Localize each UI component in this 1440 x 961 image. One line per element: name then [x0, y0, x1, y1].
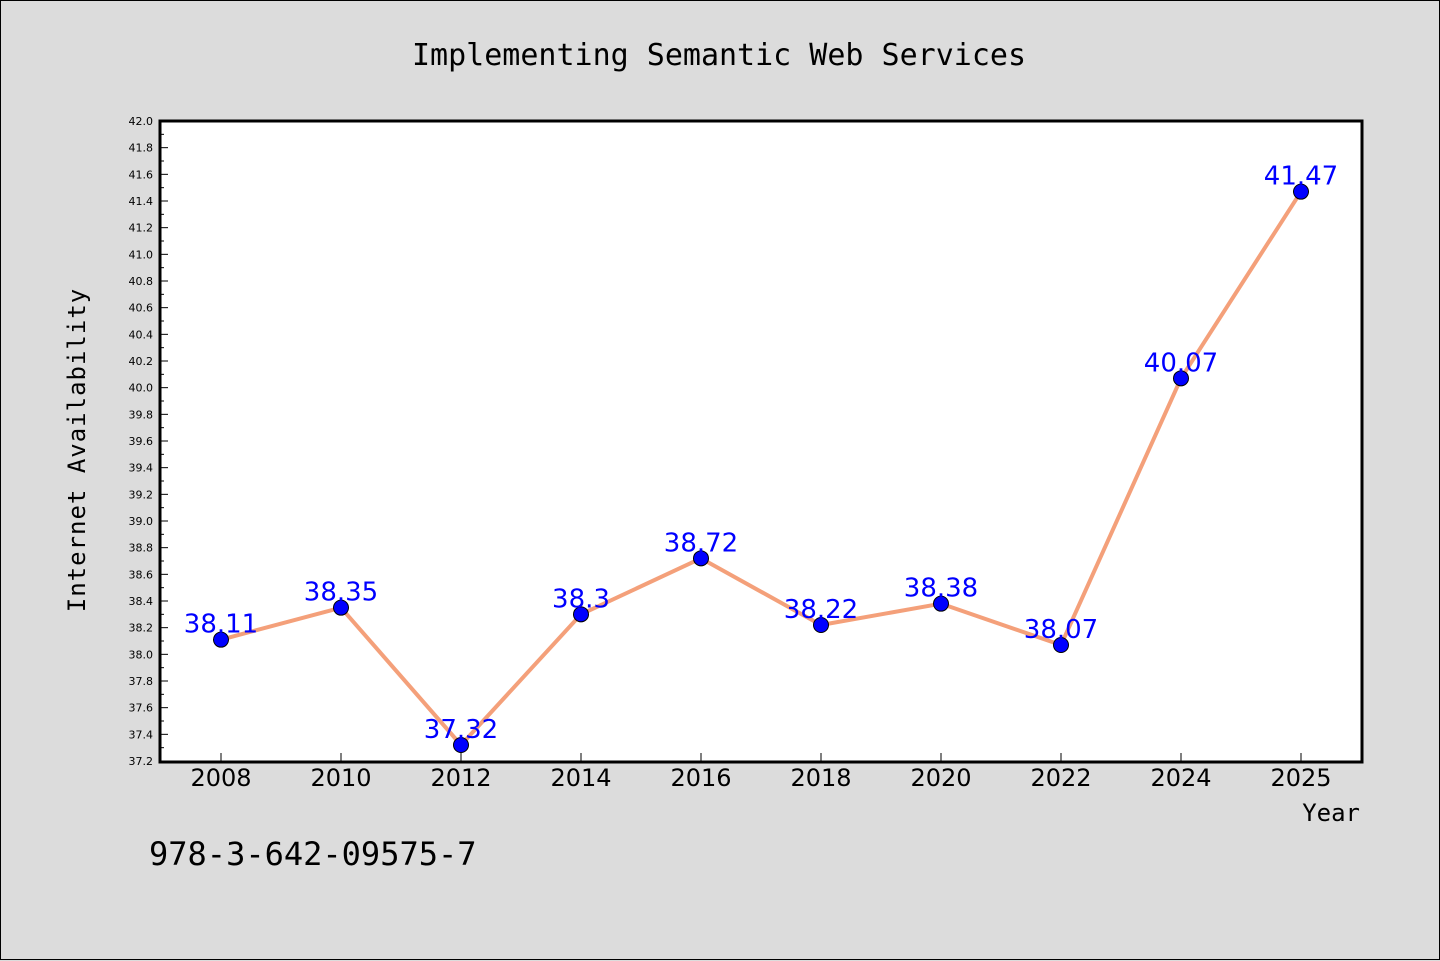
- data-label: 41.47: [1264, 162, 1338, 192]
- y-tick-label: 38.4: [129, 595, 154, 608]
- y-tick-label: 39.2: [129, 488, 154, 501]
- y-tick-label: 40.8: [129, 275, 154, 288]
- y-axis-label: Internet Availability: [63, 288, 91, 612]
- y-tick-label: 41.4: [129, 195, 154, 208]
- y-tick-label: 39.6: [129, 435, 154, 448]
- y-tick-label: 38.2: [129, 622, 154, 635]
- x-tick-label: 2014: [550, 764, 611, 792]
- y-tick-label: 37.6: [129, 702, 154, 715]
- data-label: 38.07: [1024, 615, 1098, 645]
- data-label: 38.3: [552, 584, 610, 614]
- chart-title: Implementing Semantic Web Services: [412, 38, 1026, 73]
- y-tick-label: 40.2: [129, 355, 154, 368]
- data-point: [693, 550, 709, 567]
- x-tick-label: 2018: [790, 764, 851, 792]
- plot-area: [158, 119, 1364, 764]
- data-labels: 38.11 38.35 37.32 38.3 38.72 38.22 38.38 38.07 4…: [184, 162, 1338, 745]
- data-label: 38.72: [664, 528, 738, 558]
- data-point: [813, 617, 829, 633]
- y-tick-label: 39.8: [129, 408, 154, 421]
- data-point: [1293, 183, 1309, 200]
- y-tick-label: 41.8: [129, 142, 154, 155]
- y-tick-label: 38.6: [129, 568, 154, 581]
- y-tick-label: 42.0: [129, 115, 154, 128]
- y-tick-label: 40.6: [129, 302, 154, 315]
- y-tick-label: 37.4: [129, 728, 154, 741]
- data-label: 38.11: [184, 610, 258, 640]
- data-label: 38.35: [304, 578, 378, 608]
- data-label: 38.38: [904, 574, 978, 604]
- data-point: [1053, 637, 1069, 653]
- x-tick-label: 2022: [1030, 764, 1091, 792]
- y-tick-label: 41.6: [129, 168, 154, 181]
- x-axis-label: Year: [1302, 799, 1360, 827]
- y-tick-label: 37.2: [129, 755, 154, 768]
- x-tick-label: 2008: [190, 764, 251, 792]
- y-tick-label: 40.0: [129, 382, 154, 395]
- series-line: [220, 190, 1303, 747]
- isbn-text: 978-3-642-09575-7: [149, 835, 477, 873]
- data-point: [933, 595, 949, 612]
- x-tick-label: 2010: [310, 764, 371, 792]
- x-axis: 2008 2010 2012 2014 2016 2018 2020 2022 2024 2025: [190, 753, 1332, 792]
- data-point: [333, 599, 349, 616]
- y-tick-label: 39.4: [129, 462, 154, 475]
- y-tick-label: 41.0: [129, 248, 154, 261]
- data-label: 37.32: [424, 715, 498, 745]
- y-tick-label: 39.0: [129, 515, 154, 528]
- data-label: 40.07: [1144, 348, 1218, 378]
- y-tick-label: 40.4: [129, 328, 154, 341]
- x-tick-label: 2016: [670, 764, 731, 792]
- x-tick-label: 2025: [1270, 764, 1331, 792]
- y-tick-label: 37.8: [129, 675, 154, 688]
- y-tick-label: 38.8: [129, 542, 154, 555]
- y-tick-label: 38.0: [129, 648, 154, 661]
- y-axis: 37.2 37.4 37.6 37.8 38.0 38.2 38.4 38.6 38.8 39.0…: [129, 115, 168, 768]
- data-point: [453, 737, 469, 753]
- data-label: 38.22: [784, 595, 858, 625]
- data-point: [573, 606, 589, 623]
- data-point: [1173, 370, 1189, 387]
- series-markers: [213, 183, 1309, 753]
- x-tick-label: 2024: [1150, 764, 1211, 792]
- y-tick-label: 41.2: [129, 222, 154, 235]
- data-point: [213, 631, 229, 648]
- x-tick-label: 2012: [430, 764, 491, 792]
- x-tick-label: 2020: [910, 764, 971, 792]
